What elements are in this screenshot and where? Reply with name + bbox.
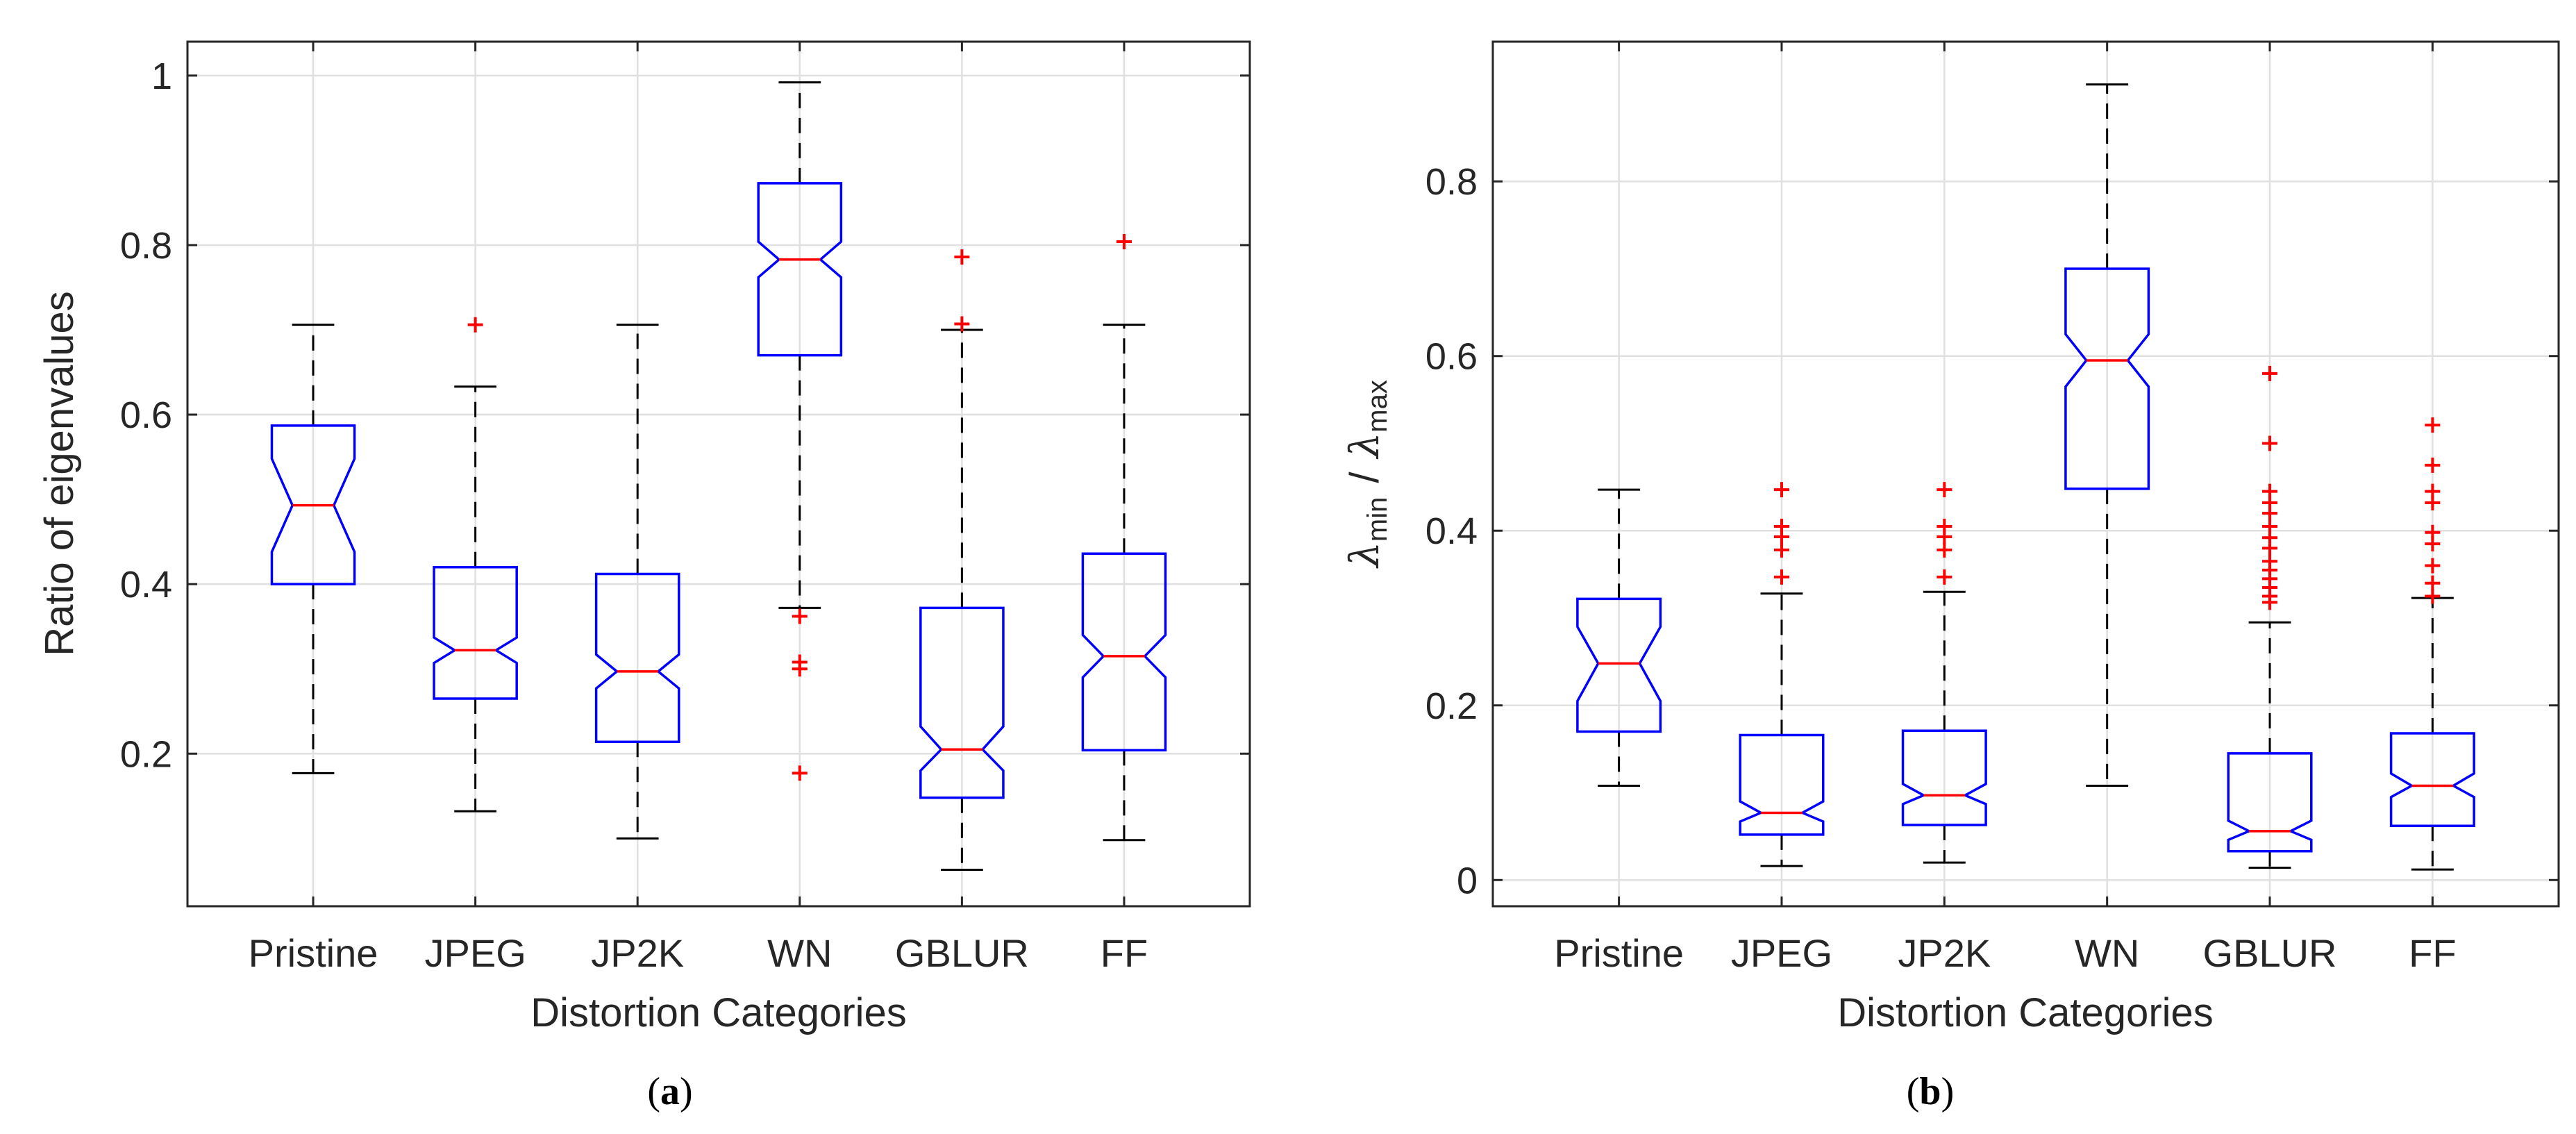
x-tick-label: FF: [2409, 931, 2456, 975]
box-notched: [1081, 552, 1167, 752]
outlier-marker: [1937, 542, 1952, 558]
lambda-symbol-min: λ: [1341, 542, 1388, 569]
x-tick-label: JPEG: [1731, 931, 1832, 975]
outlier-marker: [2425, 575, 2441, 591]
y-tick-label: 0.6: [120, 394, 172, 436]
y-ticks-a: 0.2 0.4 0.6 0.8 1: [120, 56, 1250, 775]
box-notched: [1901, 729, 1987, 826]
outlier-marker: [2262, 594, 2278, 610]
panel-letter-a: a: [660, 1070, 680, 1113]
box-wn: [2064, 83, 2150, 787]
outlier-marker: [792, 661, 808, 677]
box-notched: [1739, 733, 1825, 836]
y-tick-label: 0.2: [120, 733, 172, 775]
y-tick-label: 0.4: [120, 564, 172, 606]
box-notched: [1576, 597, 1662, 733]
outlier-marker: [954, 316, 970, 332]
x-tick-label: WN: [767, 931, 832, 975]
box-pristine: [270, 324, 356, 774]
y-tick-label: 0.4: [1425, 510, 1478, 552]
outlier-marker: [2262, 506, 2278, 522]
ylabel-sub-min: min: [1362, 497, 1393, 542]
box-jpeg: [1739, 482, 1825, 867]
x-tick-label: JP2K: [591, 931, 684, 975]
box-notched: [594, 572, 680, 743]
plot-area-b: [1493, 42, 2559, 906]
x-axis-label-b: Distortion Categories: [1837, 990, 2214, 1035]
box-ff: [2389, 417, 2475, 871]
outlier-marker: [2425, 588, 2441, 604]
x-ticks-b: Pristine JPEG JP2K WN GBLUR FF: [1554, 42, 2457, 975]
y-ticks-b: 0 0.2 0.4 0.6 0.8: [1425, 161, 2559, 901]
ylabel-sub-max: max: [1362, 380, 1393, 433]
outlier-marker: [1937, 482, 1952, 498]
x-tick-label: Pristine: [1554, 931, 1684, 975]
y-tick-label: 0.8: [120, 225, 172, 267]
outlier-marker: [1937, 569, 1952, 585]
box-notched: [757, 182, 843, 357]
y-tick-label: 1: [151, 56, 172, 97]
plot-area-a: [187, 42, 1250, 906]
lambda-symbol-max: λ: [1341, 433, 1388, 460]
outlier-marker: [467, 317, 483, 333]
y-tick-label: 0.8: [1425, 161, 1478, 203]
box-jpeg: [433, 317, 518, 812]
outlier-marker: [1773, 529, 1789, 545]
x-axis-label-a: Distortion Categories: [530, 990, 907, 1035]
box-jp2k: [1901, 482, 1987, 864]
outlier-marker: [2425, 558, 2441, 574]
outlier-marker: [954, 249, 970, 265]
box-notched: [433, 566, 518, 700]
outlier-marker: [2262, 365, 2278, 381]
box-notched: [2064, 267, 2150, 490]
y-axis-label-b: λmin/λmax: [1341, 380, 1393, 569]
outlier-marker: [2425, 457, 2441, 473]
outlier-marker: [1773, 569, 1789, 585]
outlier-marker: [2425, 417, 2441, 433]
outlier-marker: [792, 765, 808, 781]
x-tick-label: FF: [1101, 931, 1148, 975]
x-tick-label: Pristine: [249, 931, 378, 975]
panel-label-a: (a): [647, 1070, 692, 1113]
outlier-marker: [2262, 435, 2278, 451]
box-notched: [270, 424, 356, 585]
x-tick-label: GBLUR: [2203, 931, 2337, 975]
panel-label-b: (b): [1907, 1070, 1954, 1113]
outlier-marker: [1937, 529, 1952, 545]
y-axis-label-a: Ratio of eigenvalues: [37, 291, 82, 656]
x-tick-label: JP2K: [1898, 931, 1991, 975]
outlier-marker: [2262, 540, 2278, 556]
y-tick-label: 0: [1457, 860, 1478, 901]
box-ff: [1081, 234, 1167, 842]
box-notched: [2227, 752, 2313, 853]
outlier-marker: [2425, 495, 2441, 510]
boxes-b: [1576, 83, 2475, 871]
axes-frame-b: [1491, 40, 2560, 908]
outlier-marker: [792, 608, 808, 624]
box-gblur: [919, 249, 1005, 872]
y-tick-label: 0.6: [1425, 336, 1478, 378]
ylabel-slash: /: [1342, 472, 1387, 483]
box-wn: [757, 81, 843, 781]
axes-frame-a: [186, 40, 1251, 908]
outlier-marker: [2425, 536, 2441, 552]
box-jp2k: [594, 324, 680, 840]
x-tick-label: JPEG: [424, 931, 526, 975]
outlier-marker: [1773, 482, 1789, 498]
x-tick-label: GBLUR: [895, 931, 1029, 975]
boxes-a: [270, 81, 1167, 872]
y-tick-label: 0.2: [1425, 685, 1478, 727]
box-pristine: [1576, 488, 1662, 787]
box-gblur: [2227, 365, 2313, 869]
box-notched: [919, 606, 1005, 799]
box-notched: [2389, 732, 2475, 828]
x-tick-label: WN: [2075, 931, 2139, 975]
panel-letter-b: b: [1919, 1070, 1941, 1113]
panel-b: 00.20.40.60.8 Pristine JPEG JP2K WN GBLUR FF …: [1341, 40, 2560, 1113]
outlier-marker: [1116, 234, 1132, 250]
outlier-marker: [1773, 542, 1789, 558]
x-ticks-a: Pristine JPEG JP2K WN GBLUR FF: [249, 42, 1148, 975]
panel-a: 0.20.40.60.81 Pristine JPEG JP2K WN GBLUR FF …: [37, 40, 1251, 1113]
